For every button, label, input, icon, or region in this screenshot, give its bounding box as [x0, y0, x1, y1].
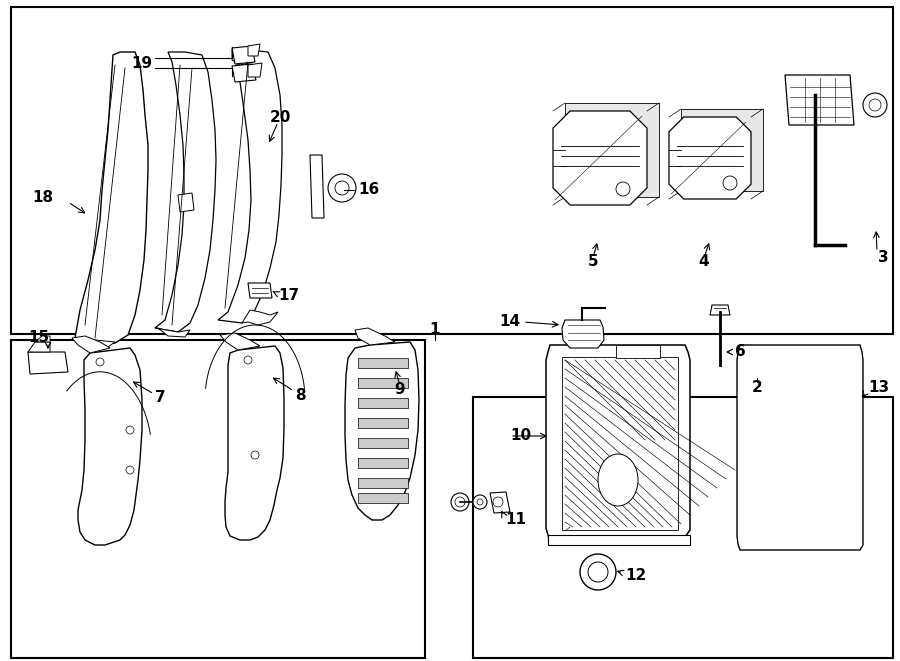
Polygon shape: [358, 418, 408, 428]
Text: 5: 5: [588, 254, 598, 270]
Polygon shape: [562, 357, 678, 530]
Polygon shape: [242, 310, 278, 325]
Text: 7: 7: [155, 391, 166, 405]
Circle shape: [335, 181, 349, 195]
Polygon shape: [750, 358, 852, 540]
Polygon shape: [75, 338, 115, 347]
Circle shape: [244, 356, 252, 364]
Circle shape: [588, 562, 608, 582]
Circle shape: [616, 182, 630, 196]
Text: 16: 16: [358, 182, 379, 198]
Polygon shape: [155, 52, 216, 332]
Circle shape: [126, 426, 134, 434]
Polygon shape: [553, 111, 647, 205]
Polygon shape: [232, 64, 256, 82]
Circle shape: [328, 174, 356, 202]
Polygon shape: [681, 109, 763, 191]
Polygon shape: [546, 345, 690, 542]
Text: 20: 20: [270, 110, 292, 126]
Polygon shape: [785, 75, 854, 125]
Polygon shape: [358, 458, 408, 468]
Ellipse shape: [598, 454, 638, 506]
Polygon shape: [155, 328, 190, 337]
Polygon shape: [669, 117, 751, 199]
Polygon shape: [548, 535, 690, 545]
Text: 9: 9: [395, 383, 405, 397]
Polygon shape: [570, 372, 605, 400]
Polygon shape: [358, 358, 408, 368]
Text: 3: 3: [878, 251, 888, 266]
Text: 1: 1: [430, 323, 440, 338]
Circle shape: [126, 466, 134, 474]
Polygon shape: [562, 320, 604, 348]
Polygon shape: [358, 378, 408, 388]
Polygon shape: [28, 342, 50, 352]
Polygon shape: [78, 348, 142, 545]
Polygon shape: [358, 438, 408, 448]
Text: 11: 11: [505, 512, 526, 527]
Circle shape: [477, 499, 483, 505]
Polygon shape: [178, 193, 194, 212]
Circle shape: [455, 497, 465, 507]
Polygon shape: [72, 336, 110, 353]
Polygon shape: [218, 50, 282, 323]
Text: 14: 14: [499, 315, 520, 329]
Polygon shape: [248, 63, 262, 77]
Text: 19: 19: [130, 56, 152, 71]
Text: 17: 17: [278, 288, 299, 303]
Polygon shape: [345, 342, 419, 520]
Polygon shape: [710, 305, 730, 315]
Circle shape: [251, 451, 259, 459]
Text: 10: 10: [510, 428, 531, 444]
Polygon shape: [616, 345, 660, 358]
Polygon shape: [220, 333, 260, 350]
Circle shape: [473, 495, 487, 509]
Polygon shape: [75, 52, 148, 345]
Text: 6: 6: [735, 344, 746, 360]
Polygon shape: [232, 50, 253, 65]
Text: 15: 15: [28, 330, 50, 346]
Circle shape: [869, 99, 881, 111]
Polygon shape: [11, 7, 893, 334]
Circle shape: [493, 497, 503, 507]
Text: 13: 13: [868, 381, 889, 395]
Text: 12: 12: [625, 568, 646, 582]
Circle shape: [723, 176, 737, 190]
Polygon shape: [565, 103, 659, 197]
Polygon shape: [358, 478, 408, 488]
Text: 2: 2: [752, 381, 762, 395]
Circle shape: [451, 493, 469, 511]
Text: 4: 4: [698, 254, 709, 270]
Polygon shape: [28, 352, 68, 374]
Circle shape: [96, 358, 104, 366]
Polygon shape: [355, 328, 395, 345]
Polygon shape: [35, 336, 50, 342]
Polygon shape: [248, 283, 272, 298]
Polygon shape: [310, 155, 324, 218]
Polygon shape: [225, 346, 284, 540]
Circle shape: [863, 93, 887, 117]
Polygon shape: [737, 345, 863, 550]
Polygon shape: [11, 340, 425, 658]
Polygon shape: [490, 492, 510, 513]
Polygon shape: [358, 493, 408, 503]
Circle shape: [580, 554, 616, 590]
Polygon shape: [248, 44, 260, 56]
Polygon shape: [232, 46, 255, 64]
Polygon shape: [358, 398, 408, 408]
Polygon shape: [472, 397, 893, 658]
Text: 18: 18: [32, 190, 53, 206]
Text: 8: 8: [295, 387, 306, 403]
